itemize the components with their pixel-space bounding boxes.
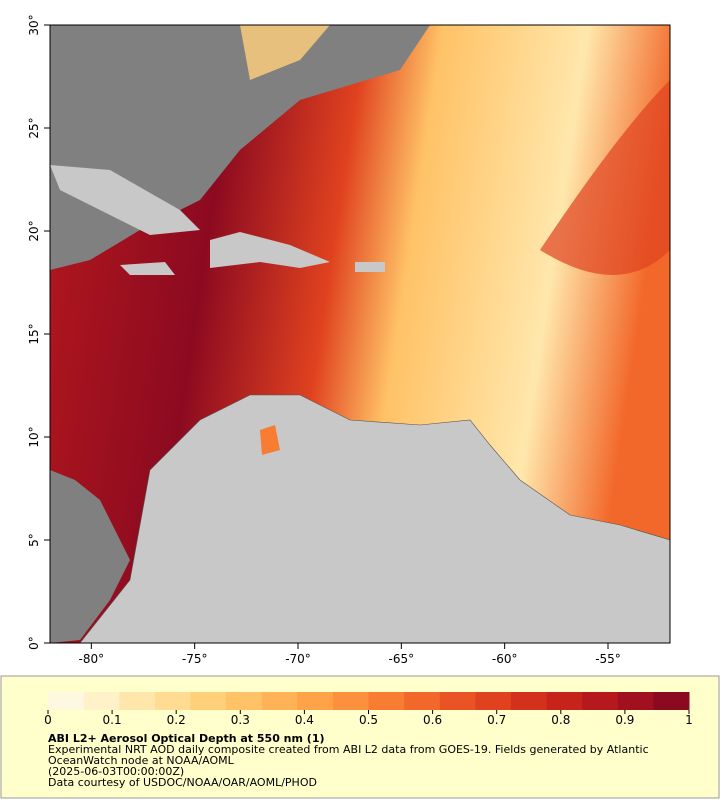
colorbar-swatch: [226, 692, 263, 710]
colorbar-tick-label: 1: [685, 713, 693, 727]
caption-title: ABI L2+ Aerosol Optical Depth at 550 nm …: [48, 732, 325, 745]
colorbar-swatch: [617, 692, 654, 710]
colorbar-swatch: [439, 692, 476, 710]
colorbar-tick-label: 0.1: [103, 713, 122, 727]
colorbar-tick-label: 0.6: [423, 713, 442, 727]
colorbar-swatch: [546, 692, 583, 710]
colorbar-tick-label: 0.8: [551, 713, 570, 727]
lake-maracaibo: [260, 425, 280, 455]
y-tick-label: 10°: [27, 426, 41, 447]
no-data-region: [50, 470, 130, 643]
colorbar-tick-label: 0.9: [615, 713, 634, 727]
colorbar-swatch: [582, 692, 619, 710]
caption-line: (2025-06-03T00:00:00Z): [48, 765, 184, 778]
x-tick-label: -70°: [285, 652, 311, 666]
y-tick-label: 5°: [27, 533, 41, 547]
colorbar-tick-label: 0.3: [231, 713, 250, 727]
land: [50, 165, 200, 235]
colorbar-swatch: [475, 692, 512, 710]
colorbar-swatch: [404, 692, 441, 710]
y-tick-label: 15°: [27, 323, 41, 344]
x-tick-label: -60°: [492, 652, 518, 666]
land: [355, 262, 385, 272]
map-image: [50, 25, 670, 643]
colorbar-swatch: [653, 692, 690, 710]
y-tick-label: 30°: [27, 14, 41, 35]
land: [120, 262, 175, 275]
x-tick-label: -75°: [182, 652, 208, 666]
south-america: [79, 394, 670, 643]
colorbar-swatch: [154, 692, 191, 710]
x-tick-label: -80°: [79, 652, 105, 666]
colorbar-tick-label: 0.4: [295, 713, 314, 727]
caption-line: OceanWatch node at NOAA/AOML: [48, 754, 235, 767]
colorbar-swatch: [368, 692, 405, 710]
colorbar-swatch: [119, 692, 156, 710]
colorbar-tick-label: 0.2: [167, 713, 186, 727]
y-tick-label: 0°: [27, 636, 41, 650]
y-tick-label: 25°: [27, 117, 41, 138]
colorbar-swatch: [48, 692, 85, 710]
x-tick-label: -55°: [595, 652, 621, 666]
x-tick-label: -65°: [389, 652, 415, 666]
caption-line: Data courtesy of USDOC/NOAA/OAR/AOML/PHO…: [48, 776, 317, 789]
land: [210, 232, 330, 268]
colorbar-swatch: [332, 692, 369, 710]
colorbar-swatch: [261, 692, 298, 710]
y-tick-label: 20°: [27, 220, 41, 241]
caption-line: Experimental NRT AOD daily composite cre…: [48, 743, 649, 756]
colorbar-swatch: [190, 692, 227, 710]
colorbar-swatch: [510, 692, 548, 710]
aod-patch: [240, 25, 330, 80]
colorbar-swatch: [83, 692, 120, 710]
colorbar-tick-label: 0: [44, 713, 52, 727]
colorbar-tick-label: 0.5: [359, 713, 378, 727]
colorbar-swatch: [297, 692, 334, 710]
colorbar-tick-label: 0.7: [487, 713, 506, 727]
aod-patch: [540, 80, 670, 275]
